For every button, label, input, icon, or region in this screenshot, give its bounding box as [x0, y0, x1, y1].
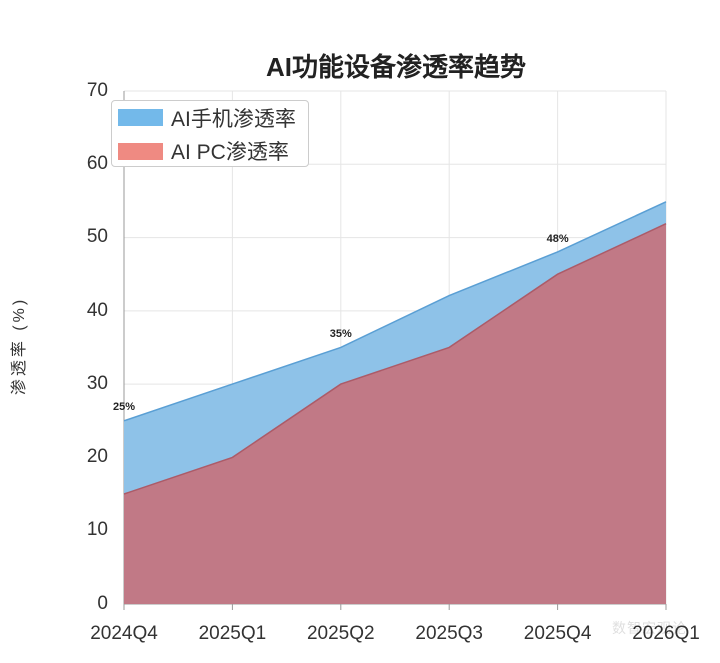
svg-text:2025Q3: 2025Q3: [415, 623, 483, 644]
svg-text:70: 70: [87, 80, 108, 101]
svg-text:50: 50: [87, 226, 108, 247]
svg-text:60: 60: [87, 153, 108, 174]
svg-text:0: 0: [97, 593, 108, 614]
svg-text:30: 30: [87, 373, 108, 394]
svg-text:2024Q4: 2024Q4: [90, 623, 158, 644]
svg-text:2025Q2: 2025Q2: [307, 623, 375, 644]
svg-text:2025Q4: 2025Q4: [524, 623, 592, 644]
svg-text:40: 40: [87, 300, 108, 321]
svg-text:2025Q1: 2025Q1: [199, 623, 267, 644]
svg-text:10: 10: [87, 519, 108, 540]
svg-text:20: 20: [87, 446, 108, 467]
